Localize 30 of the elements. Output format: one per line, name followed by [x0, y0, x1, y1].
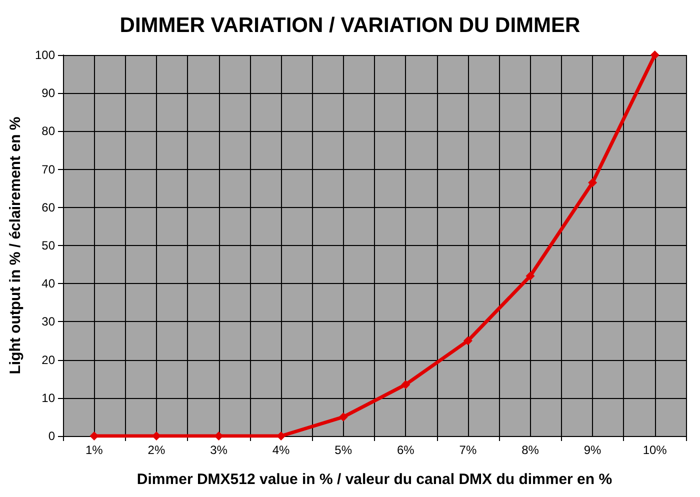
x-tick-label: 4%	[272, 443, 290, 457]
x-tick-label: 2%	[148, 443, 166, 457]
y-tick-label: 30	[42, 314, 56, 329]
point	[338, 412, 348, 422]
x-tick-label: 6%	[396, 443, 415, 457]
x-tick-label: 10%	[642, 443, 668, 457]
y-tick-label: 90	[42, 86, 56, 100]
point	[463, 336, 472, 346]
y-tick-label: 10	[42, 390, 56, 405]
x-tick-label: 3%	[210, 443, 228, 457]
y-tick-label: 60	[42, 200, 56, 214]
x-tick-label: 5%	[334, 443, 352, 457]
x-tick-label: 8%	[522, 443, 540, 457]
x-tick-label: 7%	[459, 443, 477, 457]
x-axis-title: Dimmer DMX512 value in % / valeur du canal DMX du dimmer en %	[136, 471, 612, 488]
point	[650, 50, 660, 60]
y-tick-label: 20	[42, 352, 56, 367]
point	[401, 380, 410, 390]
x-tick-label: 9%	[584, 443, 602, 457]
y-tick-label: 80	[42, 124, 56, 138]
y-tick-label: 70	[42, 162, 56, 176]
point	[588, 178, 598, 188]
y-tick-label: 100	[34, 48, 56, 62]
y-tick-label: 40	[42, 276, 56, 291]
y-tick-label: 0	[48, 429, 56, 443]
x-tick-label: 1%	[85, 443, 104, 457]
y-axis-title: Light output in % / éclairement en %	[7, 116, 24, 374]
y-tick-label: 50	[42, 238, 56, 252]
point	[526, 271, 535, 280]
chart-title: DIMMER VARIATION / VARIATION DU DIMMER	[120, 14, 580, 37]
